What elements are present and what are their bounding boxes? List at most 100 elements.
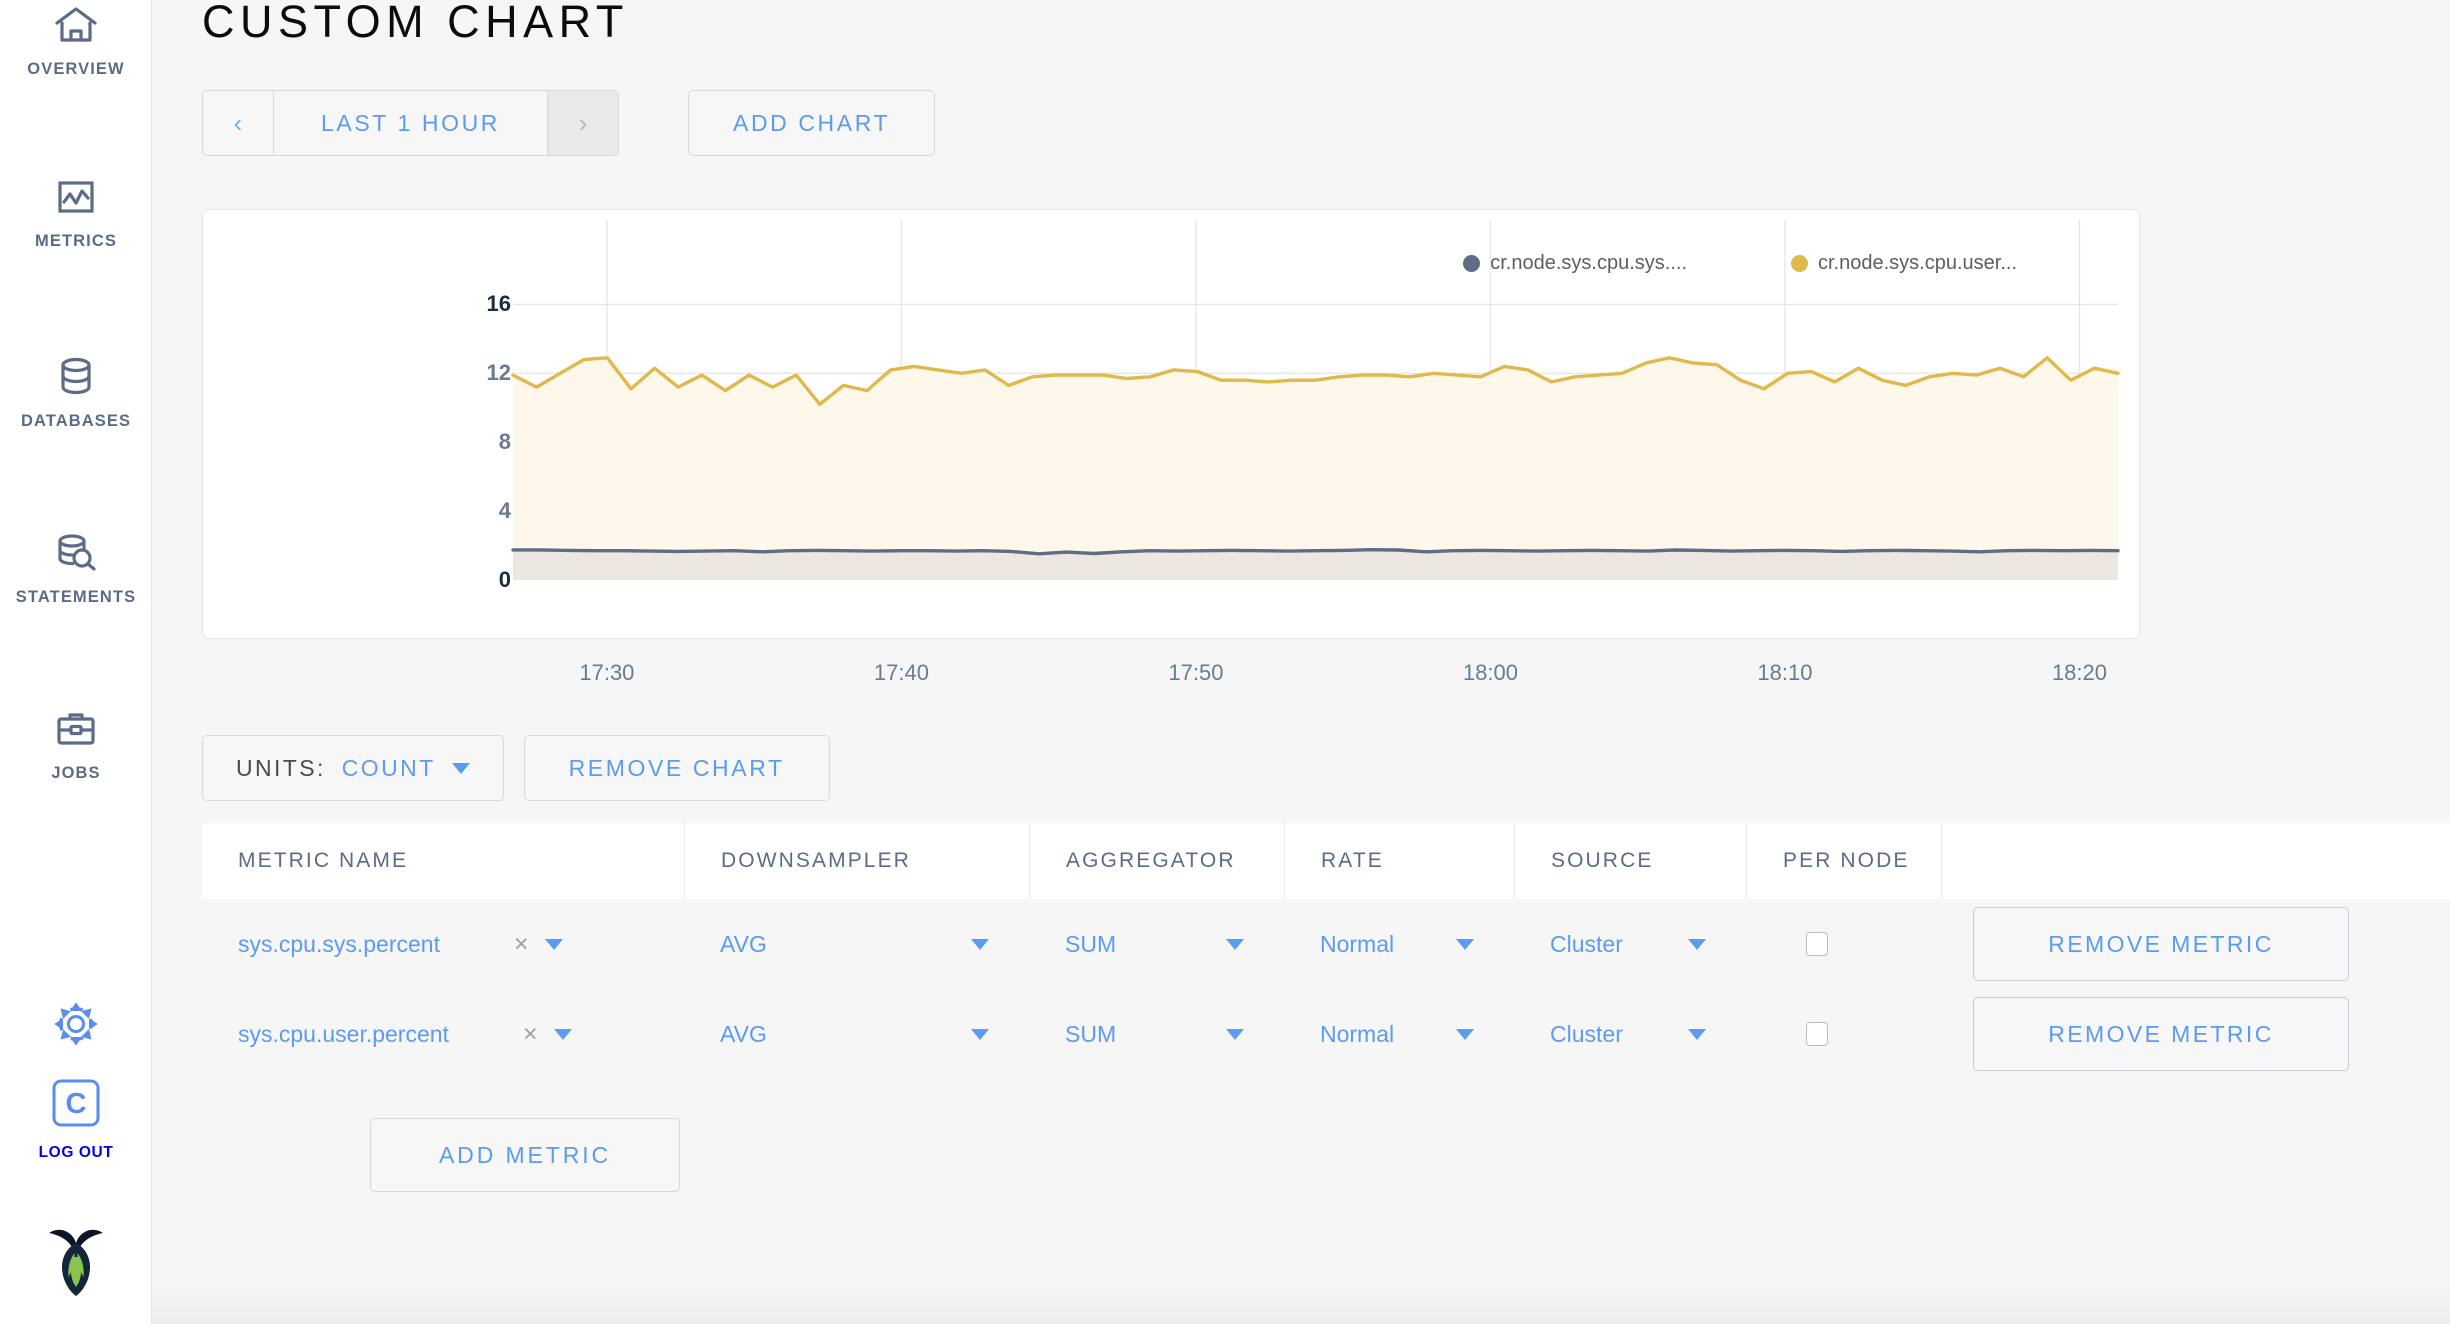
time-range-label[interactable]: LAST 1 HOUR [274, 91, 547, 155]
cell-metric-name: sys.cpu.user.percent × [202, 1020, 684, 1049]
cell-source[interactable]: Cluster [1514, 1021, 1746, 1048]
clear-metric-icon[interactable]: × [522, 1019, 538, 1048]
cell-actions: REMOVE METRIC [1941, 907, 2450, 981]
units-select[interactable]: UNITS: COUNT [202, 735, 504, 801]
bottom-shadow [152, 1284, 2450, 1324]
cell-downsampler[interactable]: AVG [684, 1021, 1029, 1048]
x-axis-tick: 18:20 [2051, 660, 2107, 685]
cell-source[interactable]: Cluster [1514, 931, 1746, 958]
sidebar-item-label: OVERVIEW [27, 60, 125, 78]
remove-chart-button[interactable]: REMOVE CHART [523, 735, 830, 801]
legend-entry[interactable]: cr.node.sys.cpu.user... [1791, 252, 2017, 275]
column-header-actions [1941, 823, 2450, 899]
metrics-table: METRIC NAME DOWNSAMPLER AGGREGATOR RATE … [202, 823, 2450, 1079]
chevron-down-icon [1688, 938, 1706, 950]
metric-name-link[interactable]: sys.cpu.sys.percent [238, 930, 440, 957]
briefcase-icon [53, 710, 99, 753]
page-title: CUSTOM CHART [202, 0, 629, 47]
clear-metric-icon[interactable]: × [513, 929, 529, 958]
chevron-down-icon [971, 938, 989, 950]
y-axis-tick: 4 [498, 498, 511, 524]
cell-per-node [1746, 932, 1941, 956]
svg-text:C: C [66, 1088, 87, 1120]
chevron-right-icon[interactable]: › [547, 91, 618, 155]
toolbar: ‹ LAST 1 HOUR › ADD CHART [202, 90, 936, 156]
downsampler-value: AVG [720, 930, 767, 957]
source-value: Cluster [1550, 1020, 1623, 1047]
rate-value: Normal [1320, 1020, 1395, 1047]
chevron-down-icon [1456, 938, 1474, 950]
chevron-down-icon[interactable] [553, 1028, 572, 1040]
chart-plot-area[interactable]: 0 4 8 12 16 17:30 17:40 17:50 18:00 18:10 18:20 [203, 210, 2139, 685]
y-axis-tick: 0 [498, 567, 511, 592]
sidebar-item-label: JOBS [51, 764, 101, 782]
remove-metric-button[interactable]: REMOVE METRIC [1973, 907, 2349, 981]
table-row: sys.cpu.sys.percent × AVG SUM Normal [202, 899, 2450, 989]
time-range-group: ‹ LAST 1 HOUR › [202, 90, 619, 156]
sidebar-item-jobs[interactable]: JOBS [0, 710, 152, 783]
sidebar-logout-label: LOG OUT [38, 1144, 114, 1161]
per-node-checkbox[interactable] [1806, 1022, 1828, 1046]
x-axis-tick: 17:50 [1168, 660, 1224, 685]
sidebar-logout-button[interactable]: C LOG OUT [0, 1078, 152, 1162]
legend-color-swatch [1791, 255, 1808, 272]
home-icon [54, 6, 98, 49]
y-axis-tick: 8 [498, 429, 511, 455]
metrics-chart-icon [54, 178, 98, 221]
chevron-down-icon [1226, 938, 1244, 950]
main-content: CUSTOM CHART ‹ LAST 1 HOUR › ADD CHART c… [152, 0, 2450, 1324]
cell-downsampler[interactable]: AVG [684, 931, 1029, 958]
cell-per-node [1746, 1022, 1941, 1046]
sidebar-item-label: STATEMENTS [15, 588, 137, 606]
table-header-row: METRIC NAME DOWNSAMPLER AGGREGATOR RATE … [202, 823, 2450, 899]
cockroach-labs-logo-icon [0, 1223, 152, 1299]
sidebar-item-databases[interactable]: DATABASES [0, 356, 152, 431]
table-row: sys.cpu.user.percent × AVG SUM Normal [202, 989, 2450, 1079]
database-search-icon [53, 532, 99, 577]
sidebar-item-overview[interactable]: OVERVIEW [0, 6, 152, 79]
chevron-down-icon[interactable] [544, 938, 563, 950]
column-header-per-node: PER NODE [1746, 823, 1941, 899]
column-header-source: SOURCE [1514, 823, 1746, 899]
cell-metric-name: sys.cpu.sys.percent × [202, 930, 684, 959]
chart-y-axis: 0 4 8 12 16 [451, 210, 511, 638]
rate-value: Normal [1320, 930, 1395, 957]
x-axis-tick: 17:40 [873, 660, 929, 685]
column-header-aggregator: AGGREGATOR [1029, 823, 1284, 899]
legend-label: cr.node.sys.cpu.sys.... [1490, 252, 1687, 274]
column-header-rate: RATE [1284, 823, 1514, 899]
add-chart-button[interactable]: ADD CHART [688, 90, 936, 156]
chevron-left-icon[interactable]: ‹ [203, 91, 274, 155]
cockroach-c-icon: C [46, 1078, 106, 1133]
chart-options-row: UNITS: COUNT REMOVE CHART [202, 735, 830, 801]
y-axis-tick: 16 [486, 291, 511, 317]
chevron-down-icon [1456, 1028, 1474, 1040]
sidebar-item-statements[interactable]: STATEMENTS [0, 532, 152, 607]
sidebar: OVERVIEW METRICS DATABASES STATEMENTS JO [0, 0, 152, 1324]
sidebar-item-label: DATABASES [20, 412, 132, 430]
metric-name-link[interactable]: sys.cpu.user.percent [238, 1020, 449, 1047]
chart-card: cr.node.sys.cpu.sys.... cr.node.sys.cpu.… [202, 209, 2140, 685]
remove-metric-button[interactable]: REMOVE METRIC [1973, 997, 2349, 1071]
cell-rate[interactable]: Normal [1284, 1021, 1514, 1048]
x-axis-tick: 18:10 [1757, 660, 1813, 685]
column-header-downsampler: DOWNSAMPLER [684, 823, 1029, 899]
chart-legend: cr.node.sys.cpu.sys.... cr.node.sys.cpu.… [1463, 252, 2017, 275]
units-prefix-label: UNITS: [236, 754, 326, 781]
cell-aggregator[interactable]: SUM [1029, 931, 1284, 958]
cell-aggregator[interactable]: SUM [1029, 1021, 1284, 1048]
column-header-metric-name: METRIC NAME [238, 849, 409, 872]
sidebar-item-metrics[interactable]: METRICS [0, 178, 152, 251]
legend-entry[interactable]: cr.node.sys.cpu.sys.... [1463, 252, 1687, 275]
cell-rate[interactable]: Normal [1284, 931, 1514, 958]
source-value: Cluster [1550, 930, 1623, 957]
units-value-label: COUNT [341, 754, 436, 781]
per-node-checkbox[interactable] [1806, 932, 1828, 956]
add-metric-button[interactable]: ADD METRIC [370, 1118, 680, 1192]
chart-svg [511, 220, 2120, 580]
x-axis-tick: 17:30 [579, 660, 635, 685]
sidebar-settings-button[interactable] [0, 1000, 152, 1053]
y-axis-tick: 12 [486, 360, 511, 386]
sidebar-item-label: METRICS [35, 232, 117, 250]
legend-label: cr.node.sys.cpu.user... [1818, 252, 2017, 274]
